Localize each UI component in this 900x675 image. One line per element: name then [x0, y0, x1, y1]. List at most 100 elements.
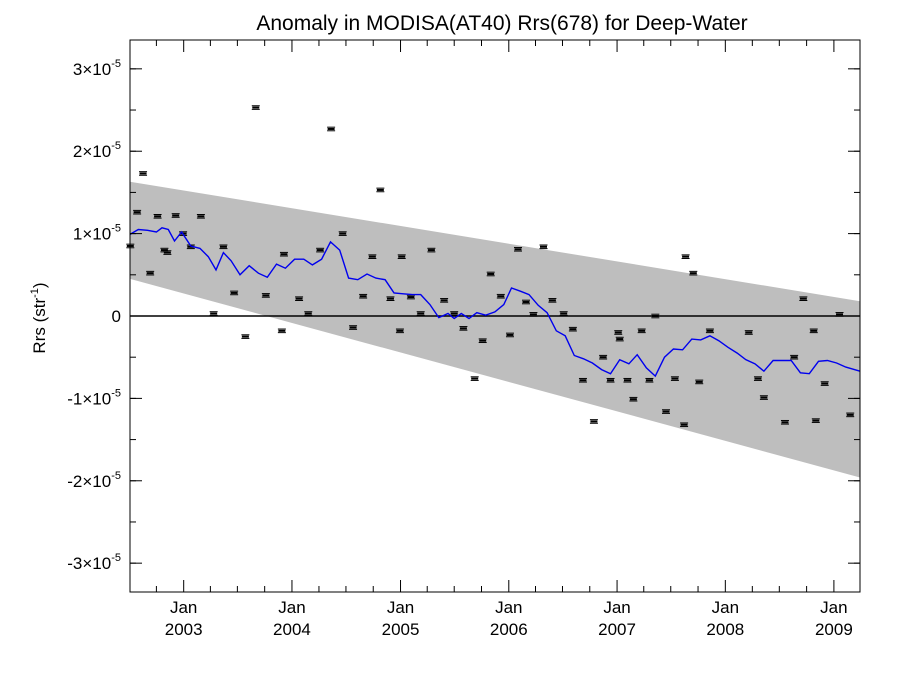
data-point [681, 254, 690, 259]
data-point [163, 250, 172, 255]
data-point [651, 313, 660, 319]
data-point [548, 298, 557, 303]
data-point [529, 312, 538, 317]
x-tick-label-month: Jan [170, 598, 197, 617]
data-point [450, 311, 459, 316]
data-point [241, 334, 250, 339]
data-point [277, 328, 286, 334]
y-axis-label-sup: -1 [29, 288, 41, 298]
x-tick-label-month: Jan [820, 598, 847, 617]
x-tick-label-year: 2006 [490, 620, 528, 639]
y-tick-label: 0 [112, 307, 121, 326]
data-point [359, 293, 368, 299]
data-point [615, 336, 624, 342]
data-point [316, 247, 325, 253]
data-point [486, 271, 495, 277]
data-point [505, 332, 514, 338]
x-tick-label-year: 2003 [165, 620, 203, 639]
x-tick-label-month: Jan [603, 598, 630, 617]
data-point [427, 247, 436, 253]
chart-title: Anomaly in MODISA(AT40) Rrs(678) for Dee… [256, 12, 747, 35]
data-point [171, 213, 180, 218]
x-tick-label-month: Jan [278, 598, 305, 617]
data-point [662, 409, 671, 414]
x-tick-label-year: 2004 [273, 620, 311, 639]
axis-layer: -3×10-5 -2×10-5 -1×10-5 0 1×10-5 2×10-5 3×10-5… [67, 40, 860, 639]
data-point [368, 254, 377, 259]
x-tick-label-year: 2007 [598, 620, 636, 639]
data-point [416, 311, 425, 316]
data-point [440, 298, 449, 303]
data-point [623, 377, 632, 383]
data-point [397, 254, 406, 259]
data-point [496, 293, 505, 299]
data-point [295, 296, 304, 301]
data-point [753, 376, 762, 381]
data-point [780, 419, 789, 425]
data-point [478, 338, 487, 344]
data-point [759, 395, 768, 400]
band-layer [130, 181, 860, 478]
data-point [799, 296, 808, 301]
x-tick-label-month: Jan [495, 598, 522, 617]
data-point [219, 244, 228, 250]
data-point [209, 311, 218, 316]
data-point [146, 270, 155, 276]
data-point [637, 328, 646, 334]
data-point [261, 293, 270, 298]
data-point [513, 246, 522, 252]
y-axis-label-close: ) [30, 282, 49, 288]
x-tick-label-month: Jan [712, 598, 739, 617]
x-tick-label-year: 2008 [706, 620, 744, 639]
data-point [705, 328, 714, 334]
data-point [338, 231, 347, 236]
y-tick-label: 1×10-5 [73, 223, 121, 244]
line-layer [129, 227, 861, 378]
data-point [680, 422, 689, 428]
y-axis-label-base: Rrs (str [30, 298, 49, 354]
x-tick-label-year: 2009 [815, 620, 853, 639]
data-point [629, 396, 638, 402]
data-point [251, 105, 260, 110]
data-point [133, 209, 142, 215]
data-point [689, 270, 698, 276]
data-point [395, 328, 404, 334]
data-point [196, 214, 205, 219]
data-point [139, 171, 148, 176]
data-point [559, 311, 568, 316]
data-point [790, 354, 799, 360]
data-point [327, 126, 336, 132]
data-point [578, 377, 587, 383]
data-point [386, 296, 395, 301]
data-point [376, 187, 385, 193]
data-point [809, 328, 818, 334]
series-line [129, 227, 861, 378]
data-point [670, 376, 679, 381]
confidence-band [130, 181, 860, 478]
data-point [521, 299, 530, 305]
data-point [153, 214, 162, 219]
y-tick-label: 3×10-5 [73, 58, 121, 79]
data-point [589, 419, 598, 424]
data-point [599, 354, 608, 360]
data-point [846, 412, 855, 418]
points-layer [126, 105, 855, 428]
data-point [820, 381, 829, 386]
data-point [606, 377, 615, 383]
data-point [614, 330, 623, 335]
data-point [645, 377, 654, 383]
x-tick-label-year: 2005 [382, 620, 420, 639]
y-tick-label: -3×10-5 [67, 552, 121, 573]
data-point [539, 244, 548, 250]
data-point [230, 290, 239, 296]
data-point [470, 376, 479, 381]
y-tick-label: 2×10-5 [73, 140, 121, 161]
data-point [695, 379, 704, 385]
data-point [349, 325, 358, 330]
y-axis-label: Rrs (str-1) [29, 282, 49, 353]
data-point [459, 326, 468, 331]
data-point [811, 418, 820, 423]
data-point [744, 330, 753, 335]
y-tick-label: -2×10-5 [67, 470, 121, 491]
